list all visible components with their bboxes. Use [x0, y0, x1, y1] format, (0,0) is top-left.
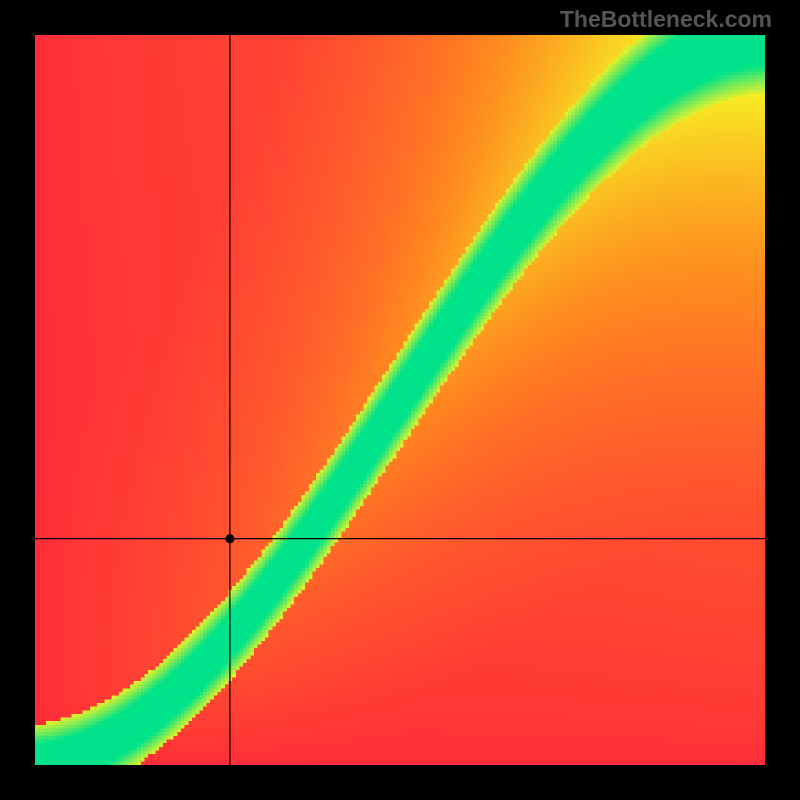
- chart-container: { "watermark": { "text": "TheBottleneck.…: [0, 0, 800, 800]
- site-watermark: TheBottleneck.com: [560, 6, 772, 33]
- crosshair-overlay: [35, 35, 765, 765]
